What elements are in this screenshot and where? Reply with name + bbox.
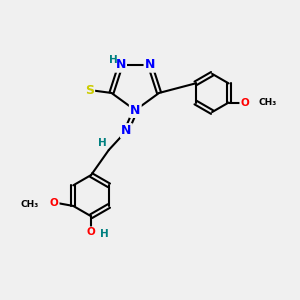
Text: H: H [100,229,109,239]
Text: H: H [109,55,118,65]
Text: N: N [130,104,140,117]
Text: H: H [98,138,107,148]
Text: O: O [87,227,95,237]
Text: O: O [50,198,58,208]
Text: O: O [241,98,249,107]
Text: N: N [121,124,132,137]
Text: CH₃: CH₃ [21,200,39,209]
Text: N: N [116,58,126,71]
Text: CH₃: CH₃ [258,98,276,107]
Text: N: N [145,58,155,71]
Text: S: S [85,83,94,97]
